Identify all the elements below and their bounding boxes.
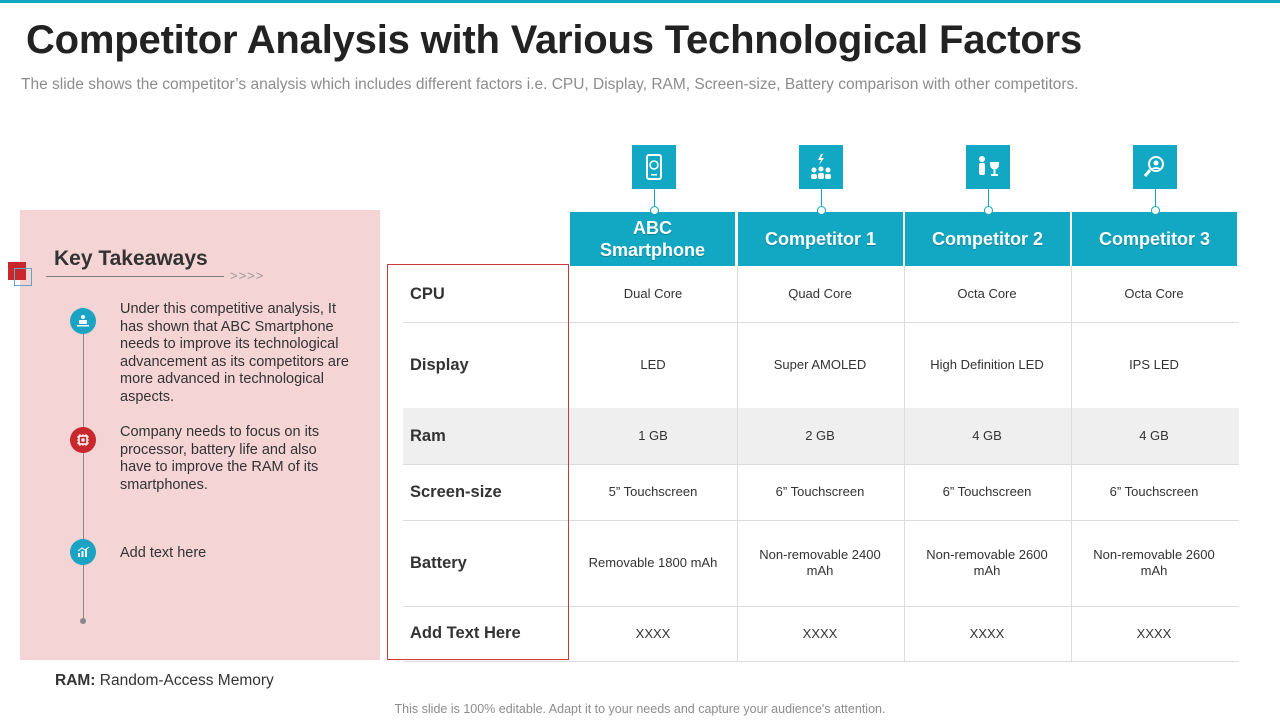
table-cell: Quad Core [788,286,852,301]
table-cell: XXXX [802,625,838,641]
table-cell: 2 GB [805,428,835,443]
table-row: Battery Removable 1800 mAh Non-removable… [403,520,1239,607]
arrows-decor: >>>> [230,268,265,283]
table-cell: Non-removable 2400 mAh [759,547,881,578]
bar-chart-icon [70,539,96,565]
row-label-battery: Battery [410,553,467,572]
column-divider [904,266,905,661]
team-icon [799,145,843,189]
connector-knob [650,206,659,215]
connector-stem [821,189,822,211]
table-cell: 4 GB [1139,428,1169,443]
table-cell: Super AMOLED [773,357,867,372]
table-cell: 5” Touchscreen [608,484,698,499]
row-label-ram: Ram [410,426,446,445]
connector-stem [988,189,989,211]
table-row: Add Text Here XXXX XXXX XXXX XXXX [403,606,1239,662]
row-label-cpu: CPU [410,284,445,303]
timeline-end-dot [80,618,86,624]
table-cell: Non-removable 2600 mAh [926,547,1048,578]
takeaway-text-3: Add text here [120,545,207,561]
top-accent-bar [0,0,1280,3]
row-label-display: Display [410,355,469,374]
table-row: Display LED Super AMOLED High Definition… [403,322,1239,409]
column-header-competitor-1: Competitor 1 [738,212,903,266]
column-divider [1071,266,1072,661]
row-label-add-text: Add Text Here [410,624,521,642]
column-header-competitor-3: Competitor 3 [1072,212,1237,266]
ram-term: RAM: [55,672,96,689]
key-takeaways-heading: Key Takeaways [54,247,208,270]
magnifier-person-icon [1133,145,1177,189]
network-person-icon [70,308,96,334]
table-cell: Non-removable 2600 mAh [1093,547,1215,578]
table-cell: Octa Core [957,286,1017,301]
column-header-competitor-2: Competitor 2 [905,212,1070,266]
row-labels-highlight-frame [387,264,569,660]
table-cell: 6” Touchscreen [1109,484,1199,499]
takeaway-text-2: Company needs to focus on its processor,… [120,424,320,493]
table-cell: XXXX [635,625,671,641]
page-title: Competitor Analysis with Various Technol… [26,18,1083,62]
page-subtitle: The slide shows the competitor’s analysi… [21,76,1079,93]
decor-square-outline [14,268,32,286]
column-header-abc-smartphone: ABC Smartphone [570,212,735,266]
connector-stem [1155,189,1156,211]
trophy-person-icon [966,145,1010,189]
column-divider [737,266,738,661]
column-header-label: ABC Smartphone [599,218,705,260]
table-cell: 4 GB [972,428,1002,443]
table-cell: Dual Core [623,286,683,301]
row-label-screen-size: Screen-size [410,482,502,501]
table-cell: 1 GB [638,428,668,443]
table-cell: LED [640,357,666,372]
phone-icon [632,145,676,189]
table-cell: XXXX [969,625,1005,641]
table-cell: Removable 1800 mAh [588,555,718,570]
table-row: Ram 1 GB 2 GB 4 GB 4 GB [403,408,1239,465]
footer-note: This slide is 100% editable. Adapt it to… [394,702,886,716]
table-row: CPU Dual Core Quad Core Octa Core Octa C… [403,266,1239,323]
table-cell: 6” Touchscreen [775,484,865,499]
table-cell: IPS LED [1129,357,1179,372]
connector-knob [984,206,993,215]
takeaway-text-1: Under this competitive analysis, It has … [120,301,349,405]
table-cell: Octa Core [1124,286,1184,301]
ram-definition-note: RAM: Random-Access Memory [55,672,274,690]
connector-stem [654,189,655,211]
ram-definition: Random-Access Memory [95,672,274,689]
chip-icon [70,427,96,453]
connector-knob [817,206,826,215]
table-cell: High Definition LED [930,357,1044,372]
timeline-line [83,322,84,620]
heading-underline [46,276,224,277]
connector-knob [1151,206,1160,215]
table-cell: XXXX [1136,625,1172,641]
table-cell: 6” Touchscreen [942,484,1032,499]
decor-square-red [8,262,26,280]
table-row: Screen-size 5” Touchscreen 6” Touchscree… [403,464,1239,521]
